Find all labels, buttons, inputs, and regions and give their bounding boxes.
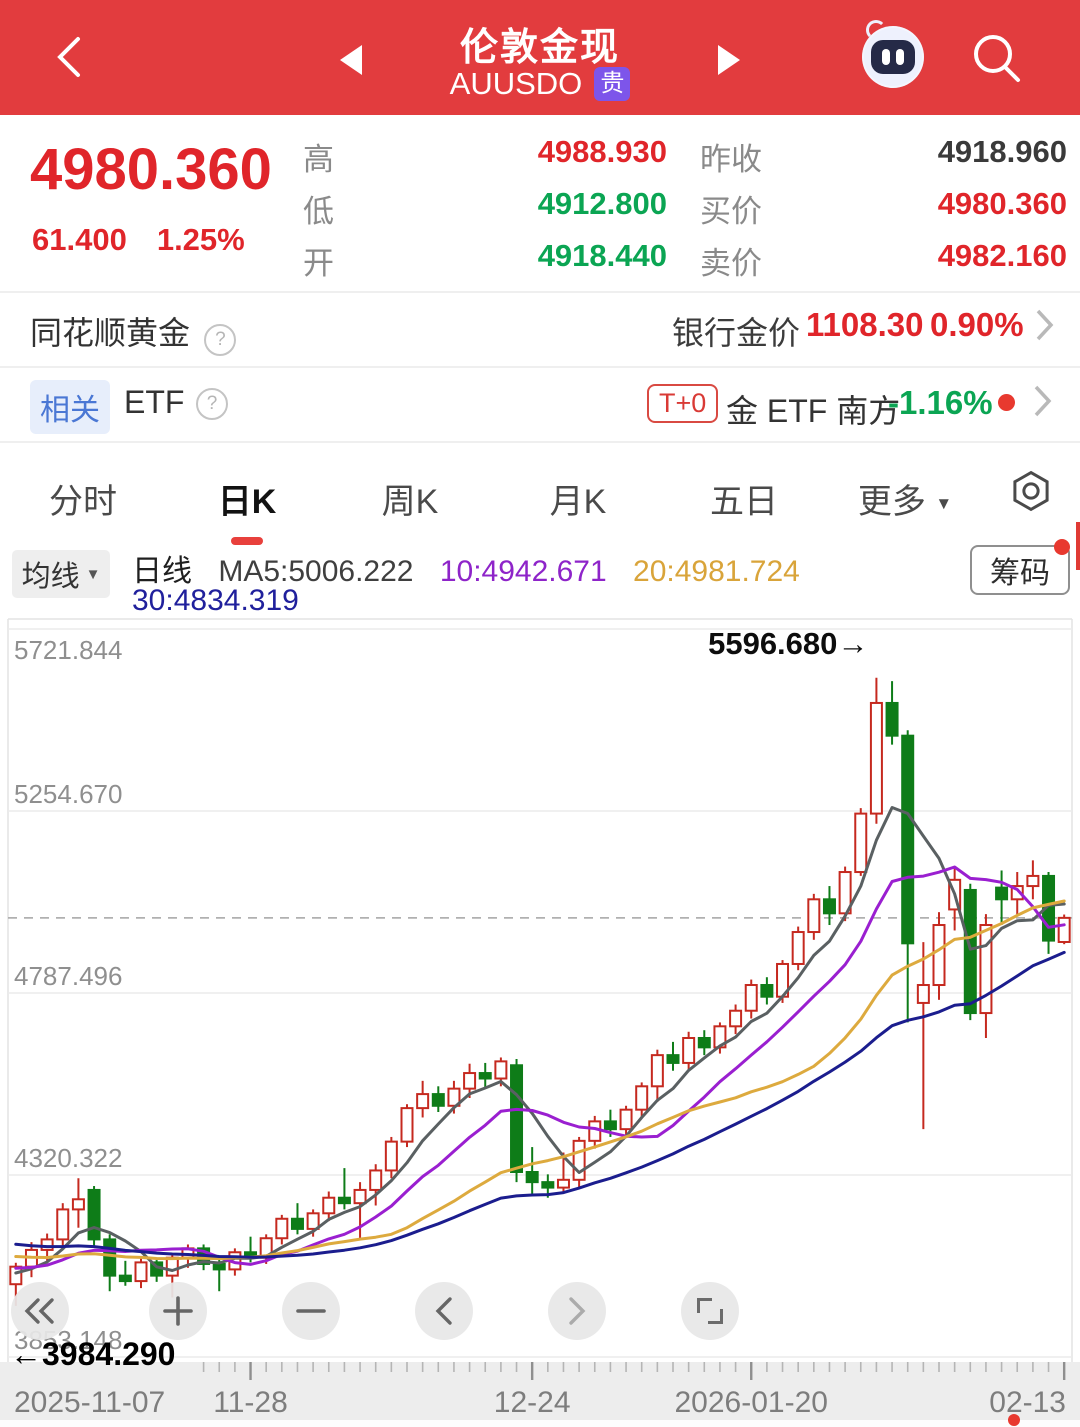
active-tab-indicator — [231, 537, 263, 545]
related-badge: 相关 — [30, 380, 110, 434]
ai-assistant-icon[interactable] — [862, 20, 924, 88]
tab-daily-k[interactable]: 日K — [217, 483, 277, 521]
back-icon[interactable] — [52, 35, 86, 79]
price-change: 61.400 1.25% — [32, 222, 245, 258]
etf-name[interactable]: 金 ETF 南方 — [726, 393, 901, 429]
ma-legend-line1: 日线 MA5:5006.222 10:4942.671 20:4981.724 — [132, 546, 818, 590]
tab-minute[interactable]: 分时 — [49, 483, 117, 521]
ask-value: 4982.160 — [937, 238, 1067, 273]
zoom-out-button[interactable] — [282, 1282, 340, 1340]
prev-instrument-icon[interactable] — [340, 45, 362, 75]
low-row: 低 — [303, 194, 334, 229]
ths-gold-label: 同花顺黄金 ? — [30, 308, 237, 356]
svg-text:2026-01-20: 2026-01-20 — [675, 1386, 828, 1419]
svg-text:4787.496: 4787.496 — [14, 961, 122, 991]
pan-left-button[interactable] — [415, 1282, 473, 1340]
open-row: 开 — [303, 246, 334, 281]
pan-right-button[interactable] — [548, 1282, 606, 1340]
prevclose-value: 4918.960 — [937, 134, 1067, 169]
ma30-value: 30:4834.319 — [132, 584, 299, 617]
etf-help-icon[interactable]: ? — [196, 388, 228, 420]
ask-row: 卖价 — [700, 246, 762, 281]
caret-down-icon: ▼ — [85, 565, 101, 583]
etf-label: ETF — [124, 384, 185, 420]
rewind-button[interactable] — [11, 1282, 69, 1340]
page-title: 伦敦金现 — [459, 27, 620, 69]
tab-more[interactable]: 更多 ▼ — [857, 483, 953, 521]
notification-dot — [1054, 539, 1070, 555]
status-dot — [998, 394, 1015, 411]
help-icon[interactable]: ? — [204, 323, 237, 356]
etf-row-chevron-icon[interactable] — [1030, 382, 1054, 420]
gold-row-chevron-icon[interactable] — [1032, 306, 1056, 344]
t0-badge: T+0 — [647, 384, 719, 423]
chart-settings-icon[interactable] — [1008, 468, 1054, 514]
tab-monthly-k[interactable]: 月K — [549, 483, 607, 521]
zoom-in-button[interactable] — [149, 1282, 207, 1340]
fullscreen-button[interactable] — [681, 1282, 739, 1340]
prevclose-row: 昨收 — [700, 142, 762, 177]
high-value: 4988.930 — [537, 134, 667, 169]
svg-text:12-24: 12-24 — [494, 1386, 571, 1419]
change-percent: 1.25% — [156, 222, 245, 257]
tab-weekly-k[interactable]: 周K — [381, 483, 439, 521]
change-value: 61.400 — [32, 222, 127, 257]
high-row: 高 — [303, 142, 334, 177]
bid-row: 买价 — [700, 194, 762, 229]
search-icon[interactable] — [968, 30, 1026, 88]
svg-text:5254.670: 5254.670 — [14, 779, 122, 809]
ma-legend-line2: 30:4834.319 — [132, 584, 299, 618]
bank-gold-pct: 0.90% — [930, 306, 1024, 343]
chips-button[interactable]: 筹码 — [970, 545, 1070, 595]
symbol-code: AUUSDO — [449, 66, 583, 101]
ma5-value: MA5:5006.222 — [218, 555, 414, 588]
low-value: 4912.800 — [537, 186, 667, 221]
caret-down-icon: ▼ — [935, 494, 953, 514]
app-header: 伦敦金现 AUUSDO 贵 — [0, 0, 1080, 115]
bank-gold-price: 1108.30 — [806, 306, 924, 343]
svg-text:5721.844: 5721.844 — [14, 635, 122, 665]
ma10-value: 10:4942.671 — [439, 555, 607, 588]
svg-text:5596.680→: 5596.680→ — [708, 626, 868, 661]
open-value: 4918.440 — [537, 238, 667, 273]
last-price: 4980.360 — [30, 137, 272, 202]
bid-value: 4980.360 — [937, 186, 1067, 221]
ma20-value: 20:4981.724 — [633, 555, 800, 588]
period-label: 日线 — [132, 555, 192, 588]
market-badge: 贵 — [594, 67, 631, 101]
svg-text:2025-11-07: 2025-11-07 — [14, 1386, 165, 1419]
svg-text:02-13: 02-13 — [989, 1386, 1066, 1419]
svg-text:11-28: 11-28 — [213, 1386, 288, 1419]
fullscreen-icon — [697, 1298, 723, 1324]
ma-dropdown[interactable]: 均线 ▼ — [12, 550, 110, 598]
tab-five-day[interactable]: 五日 — [710, 483, 778, 521]
svg-text:4320.322: 4320.322 — [14, 1143, 122, 1173]
etf-pct: -1.16% — [888, 384, 993, 421]
next-instrument-icon[interactable] — [718, 45, 740, 75]
bank-gold-label: 银行金价 — [672, 315, 801, 351]
edge-indicator — [1076, 522, 1080, 570]
low-annotation: ←3984.290 — [10, 1336, 176, 1372]
